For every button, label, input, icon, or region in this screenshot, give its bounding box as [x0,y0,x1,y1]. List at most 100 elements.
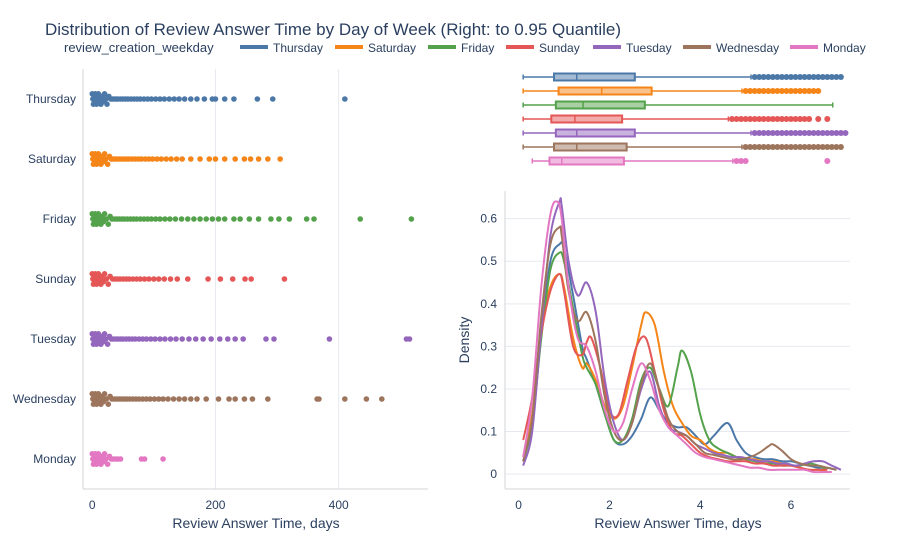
box-outlier-wednesday [801,144,808,150]
density-lines [522,197,842,474]
strip-point-friday [255,216,262,222]
box-outlier-thursday [815,74,822,80]
strip-point-sunday [151,276,157,282]
box-outlier-sunday [801,116,808,122]
box-outlier-sunday [792,116,799,122]
legend-label-monday: Monday [823,41,866,55]
strip-point-thursday [157,96,163,102]
strip-point-tuesday [208,336,214,342]
box-outlier-sunday [738,116,745,122]
strip-point-tuesday [167,336,174,342]
box-plot [522,72,849,166]
strip-point-wednesday [378,396,385,402]
box-outlier-thursday [810,74,817,80]
left-y-tick-thursday: Thursday [26,92,76,106]
strip-point-friday [167,216,173,222]
box-outlier-thursday [756,74,763,80]
left-x-tick-400: 400 [329,498,349,512]
strip-point-saturday [247,156,254,162]
box-outlier-tuesday [801,130,808,136]
strip-point-wednesday [170,396,177,402]
box-outlier-tuesday [783,130,790,136]
box-outlier-sunday [747,116,754,122]
strip-point-wednesday [160,396,166,402]
strip-point-tuesday [173,336,179,342]
strip-point-friday [197,216,203,222]
box-outlier-saturday [751,88,758,94]
density-line-wednesday [522,225,837,471]
box-outlier-thursday [828,74,835,80]
strip-point-friday [172,216,179,222]
box-outlier-thursday [787,74,794,80]
strip-point-saturday [206,156,213,162]
box-outlier-sunday [756,116,763,122]
legend-title: review_creation_weekday [64,40,214,55]
strip-point-friday [311,216,317,222]
strip-point-tuesday [263,336,269,342]
strip-point-sunday [155,276,162,282]
left-x-tick-200: 200 [205,498,225,512]
strip-point-wednesday [342,396,348,402]
strip-point-tuesday [224,336,231,342]
strip-point-friday [246,216,253,222]
box-outlier-sunday [774,116,781,122]
box-outlier-thursday [801,74,808,80]
density-y-tick-0-4: 0.4 [480,297,497,311]
strip-point-sunday [105,281,112,288]
strip-point-friday [184,216,191,222]
strip-point-wednesday [155,396,162,402]
box-outlier-sunday [824,116,831,122]
box-outlier-monday [742,158,749,164]
box-outlier-tuesday [751,130,758,136]
strip-point-thursday [101,91,108,97]
box-outlier-wednesday [747,144,754,150]
strip-point-friday [148,216,155,222]
strip-point-wednesday [316,396,322,402]
strip-point-tuesday [216,336,223,342]
box-outlier-saturday [765,88,772,94]
box-outlier-wednesday [792,144,799,150]
box-outlier-thursday [824,74,831,80]
strip-point-tuesday [186,336,192,342]
strip-point-thursday [104,101,110,107]
strip-point-friday [101,211,108,217]
box-thursday [522,72,844,82]
left-y-tick-monday: Monday [33,452,76,466]
strip-point-friday [231,216,237,222]
box-outlier-sunday [797,116,804,122]
density-y-tick-0-1: 0.1 [480,425,497,439]
box-outlier-wednesday [774,144,781,150]
strip-point-thursday [176,96,182,102]
strip-point-friday [408,216,415,222]
box-outlier-wednesday [810,144,817,150]
box-outlier-sunday [783,116,790,122]
strip-point-thursday [194,96,200,102]
box-outlier-tuesday [828,130,835,136]
box-outlier-tuesday [769,130,776,136]
density-y-tick-0-3: 0.3 [480,339,497,353]
box-outlier-wednesday [828,144,835,150]
strip-point-friday [221,216,228,222]
strip-series-tuesday [89,331,413,348]
box-outlier-thursday [778,74,785,80]
box-outlier-sunday [733,116,740,122]
box-outlier-wednesday [783,144,790,150]
strip-point-friday [286,216,293,222]
strip-point-wednesday [241,396,248,402]
strip-point-wednesday [101,391,108,397]
box-outlier-thursday [792,74,799,80]
box-outlier-sunday [760,116,767,122]
strip-point-thursday [254,96,261,102]
density-line-monday [522,200,832,474]
strip-point-sunday [242,276,248,282]
chart-title: Distribution of Review Answer Time by Da… [45,20,621,39]
strip-point-saturday [197,156,203,162]
strip-point-sunday [217,276,224,282]
strip-point-sunday [137,276,144,282]
left-y-tick-tuesday: Tuesday [30,332,76,346]
box-outlier-thursday [806,74,813,80]
strip-point-friday [157,216,163,222]
strip-point-sunday [205,276,211,282]
strip-point-tuesday [271,336,277,342]
